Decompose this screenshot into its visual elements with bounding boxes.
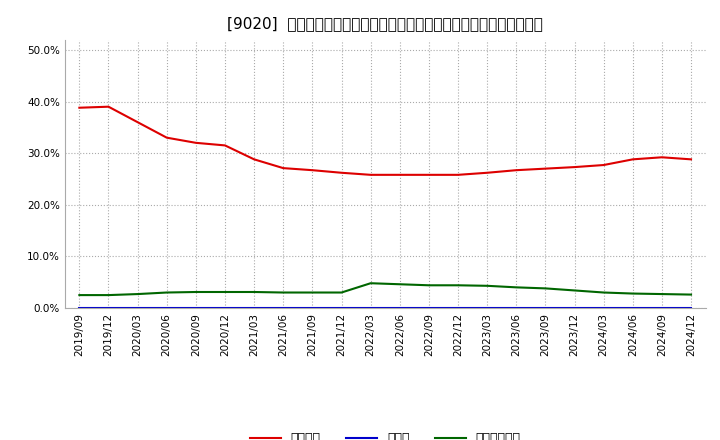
自己資本 xyxy=(220,143,229,148)
のれん xyxy=(541,305,550,311)
繰延税金資産 xyxy=(512,285,521,290)
のれん xyxy=(279,305,287,311)
自己資本 xyxy=(395,172,404,177)
自己資本 xyxy=(425,172,433,177)
自己資本 xyxy=(454,172,462,177)
のれん xyxy=(366,305,375,311)
のれん xyxy=(220,305,229,311)
自己資本 xyxy=(599,162,608,168)
のれん xyxy=(395,305,404,311)
自己資本 xyxy=(279,165,287,171)
のれん xyxy=(104,305,113,311)
繰延税金資産 xyxy=(163,290,171,295)
のれん xyxy=(454,305,462,311)
自己資本 xyxy=(512,168,521,173)
繰延税金資産 xyxy=(133,291,142,297)
のれん xyxy=(687,305,696,311)
自己資本 xyxy=(133,120,142,125)
自己資本 xyxy=(337,170,346,176)
繰延税金資産 xyxy=(657,291,666,297)
繰延税金資産 xyxy=(220,290,229,295)
繰延税金資産 xyxy=(250,290,258,295)
Title: [9020]  自己資本、のれん、繰延税金資産の総資産に対する比率の推移: [9020] 自己資本、のれん、繰延税金資産の総資産に対する比率の推移 xyxy=(228,16,543,32)
自己資本 xyxy=(483,170,492,176)
のれん xyxy=(308,305,317,311)
繰延税金資産 xyxy=(599,290,608,295)
繰延税金資産 xyxy=(395,282,404,287)
繰延税金資産 xyxy=(308,290,317,295)
のれん xyxy=(75,305,84,311)
繰延税金資産 xyxy=(279,290,287,295)
のれん xyxy=(629,305,637,311)
Line: 自己資本: 自己資本 xyxy=(79,106,691,175)
自己資本 xyxy=(570,165,579,170)
繰延税金資産 xyxy=(483,283,492,289)
Legend: 自己資本, のれん, 繰延税金資産: 自己資本, のれん, 繰延税金資産 xyxy=(245,427,526,440)
繰延税金資産 xyxy=(337,290,346,295)
のれん xyxy=(512,305,521,311)
のれん xyxy=(192,305,200,311)
自己資本 xyxy=(629,157,637,162)
のれん xyxy=(599,305,608,311)
のれん xyxy=(337,305,346,311)
繰延税金資産 xyxy=(425,282,433,288)
繰延税金資産 xyxy=(570,288,579,293)
のれん xyxy=(133,305,142,311)
のれん xyxy=(425,305,433,311)
繰延税金資産 xyxy=(366,281,375,286)
自己資本 xyxy=(192,140,200,146)
Line: 繰延税金資産: 繰延税金資産 xyxy=(79,283,691,295)
のれん xyxy=(250,305,258,311)
繰延税金資産 xyxy=(192,290,200,295)
自己資本 xyxy=(250,157,258,162)
繰延税金資産 xyxy=(687,292,696,297)
繰延税金資産 xyxy=(454,282,462,288)
繰延税金資産 xyxy=(541,286,550,291)
自己資本 xyxy=(308,168,317,173)
自己資本 xyxy=(163,135,171,140)
自己資本 xyxy=(104,104,113,109)
のれん xyxy=(483,305,492,311)
繰延税金資産 xyxy=(104,293,113,298)
のれん xyxy=(657,305,666,311)
自己資本 xyxy=(366,172,375,177)
繰延税金資産 xyxy=(629,291,637,296)
自己資本 xyxy=(657,154,666,160)
自己資本 xyxy=(541,166,550,171)
自己資本 xyxy=(75,105,84,110)
のれん xyxy=(570,305,579,311)
のれん xyxy=(163,305,171,311)
繰延税金資産 xyxy=(75,293,84,298)
自己資本 xyxy=(687,157,696,162)
